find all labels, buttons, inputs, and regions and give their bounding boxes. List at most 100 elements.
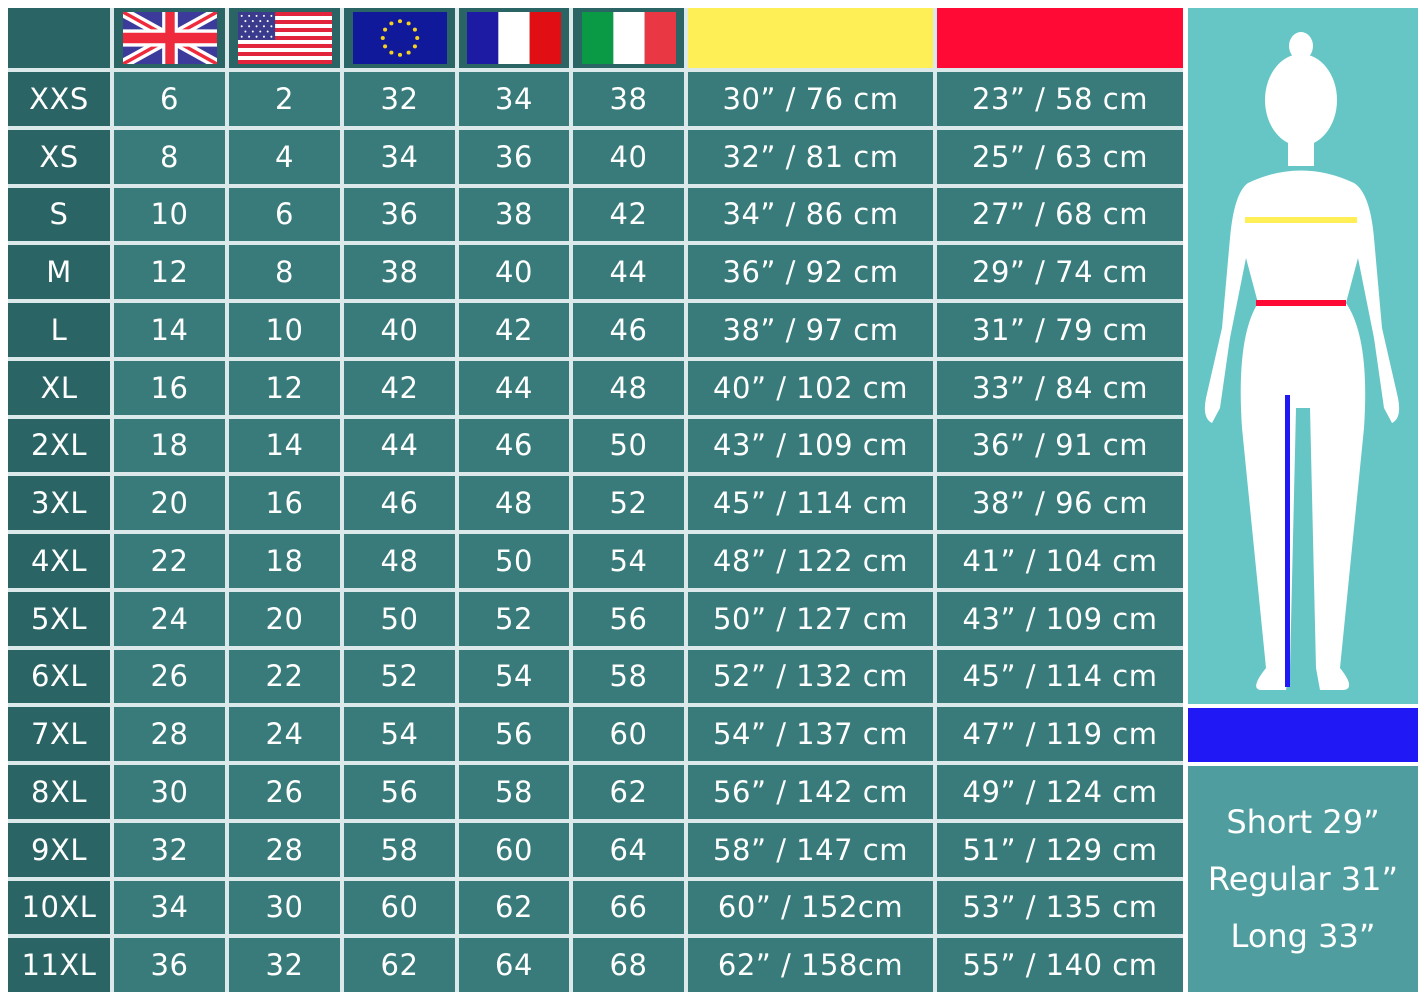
cell-it: 58	[573, 649, 684, 704]
cell-eu: 48	[344, 534, 455, 588]
inseam-line	[1285, 395, 1290, 687]
cell-fr: 64	[459, 938, 569, 992]
header-waist-color	[937, 8, 1183, 68]
cell-waist: 27” / 68 cm	[937, 187, 1183, 242]
size-chart-table: XXS 6 2 32 34 38 30” / 76 cm 23” / 58 cm XS 8 4 34 3…	[8, 8, 1183, 992]
cell-us: 4	[229, 129, 340, 184]
cell-uk: 34	[114, 880, 225, 935]
cell-uk: 32	[114, 822, 225, 877]
star-icon	[406, 50, 411, 55]
cell-bust: 58” / 147 cm	[688, 822, 933, 877]
cell-size: 11XL	[8, 938, 110, 992]
cell-bust: 60” / 152cm	[688, 880, 933, 935]
cell-eu: 54	[344, 707, 455, 761]
cell-it: 38	[573, 72, 684, 126]
star-icon	[382, 44, 387, 49]
cell-fr: 56	[459, 707, 569, 761]
cell-waist: 55” / 140 cm	[937, 938, 1183, 992]
cell-it: 68	[573, 938, 684, 992]
cell-waist: 25” / 63 cm	[937, 129, 1183, 184]
cell-uk: 16	[114, 360, 225, 415]
france-flag-icon	[467, 12, 561, 64]
cell-size: 10XL	[8, 880, 110, 935]
cell-bust: 48” / 122 cm	[688, 534, 933, 588]
bust-line	[1245, 217, 1357, 223]
cell-eu: 32	[344, 72, 455, 126]
cell-size: 6XL	[8, 649, 110, 704]
star-icon	[382, 27, 387, 32]
cell-fr: 54	[459, 649, 569, 704]
cell-it: 44	[573, 245, 684, 299]
cell-fr: 38	[459, 187, 569, 242]
cell-eu: 44	[344, 418, 455, 473]
star-icon	[397, 52, 402, 57]
cell-uk: 12	[114, 245, 225, 299]
cell-bust: 62” / 158cm	[688, 938, 933, 992]
cell-size: M	[8, 245, 110, 299]
cell-bust: 30” / 76 cm	[688, 72, 933, 126]
female-body-silhouette-icon	[1204, 32, 1400, 690]
cell-size: 7XL	[8, 707, 110, 761]
cell-eu: 52	[344, 649, 455, 704]
cell-us: 32	[229, 938, 340, 992]
cell-us: 8	[229, 245, 340, 299]
cell-eu: 46	[344, 476, 455, 530]
star-icon	[406, 21, 411, 26]
cell-bust: 38” / 97 cm	[688, 303, 933, 357]
cell-fr: 40	[459, 245, 569, 299]
cell-it: 40	[573, 129, 684, 184]
cell-size: 9XL	[8, 822, 110, 877]
cell-fr: 50	[459, 534, 569, 588]
header-bust-color	[688, 8, 933, 68]
cell-waist: 43” / 109 cm	[937, 591, 1183, 646]
uk-flag-icon	[122, 12, 217, 64]
inseam-regular: Regular 31”	[1207, 859, 1399, 898]
cell-bust: 40” / 102 cm	[688, 360, 933, 415]
cell-eu: 42	[344, 360, 455, 415]
cell-fr: 44	[459, 360, 569, 415]
cell-waist: 45” / 114 cm	[937, 649, 1183, 704]
waist-line	[1256, 300, 1346, 306]
cell-waist: 41” / 104 cm	[937, 534, 1183, 588]
cell-uk: 22	[114, 534, 225, 588]
cell-waist: 38” / 96 cm	[937, 476, 1183, 530]
cell-eu: 58	[344, 822, 455, 877]
cell-us: 18	[229, 534, 340, 588]
cell-eu: 38	[344, 245, 455, 299]
cell-bust: 36” / 92 cm	[688, 245, 933, 299]
header-uk	[114, 8, 225, 68]
cell-fr: 62	[459, 880, 569, 935]
cell-bust: 50” / 127 cm	[688, 591, 933, 646]
cell-bust: 52” / 132 cm	[688, 649, 933, 704]
cell-bust: 43” / 109 cm	[688, 418, 933, 473]
cell-it: 66	[573, 880, 684, 935]
eu-flag-icon	[352, 12, 447, 64]
cell-uk: 26	[114, 649, 225, 704]
cell-eu: 36	[344, 187, 455, 242]
header-us	[229, 8, 340, 68]
cell-uk: 8	[114, 129, 225, 184]
cell-us: 12	[229, 360, 340, 415]
header-corner	[8, 8, 110, 68]
cell-size: 8XL	[8, 765, 110, 819]
cell-it: 56	[573, 591, 684, 646]
star-icon	[380, 36, 385, 40]
cell-uk: 18	[114, 418, 225, 473]
cell-us: 10	[229, 303, 340, 357]
inseam-lengths: Short 29” Regular 31” Long 33”	[1188, 766, 1418, 992]
cell-uk: 30	[114, 765, 225, 819]
cell-us: 24	[229, 707, 340, 761]
cell-bust: 45” / 114 cm	[688, 476, 933, 530]
cell-uk: 6	[114, 72, 225, 126]
cell-bust: 34” / 86 cm	[688, 187, 933, 242]
cell-size: 5XL	[8, 591, 110, 646]
cell-it: 48	[573, 360, 684, 415]
star-icon	[388, 21, 393, 26]
cell-waist: 47” / 119 cm	[937, 707, 1183, 761]
cell-uk: 10	[114, 187, 225, 242]
cell-waist: 51” / 129 cm	[937, 822, 1183, 877]
cell-size: XS	[8, 129, 110, 184]
cell-fr: 34	[459, 72, 569, 126]
cell-bust: 56” / 142 cm	[688, 765, 933, 819]
cell-us: 14	[229, 418, 340, 473]
